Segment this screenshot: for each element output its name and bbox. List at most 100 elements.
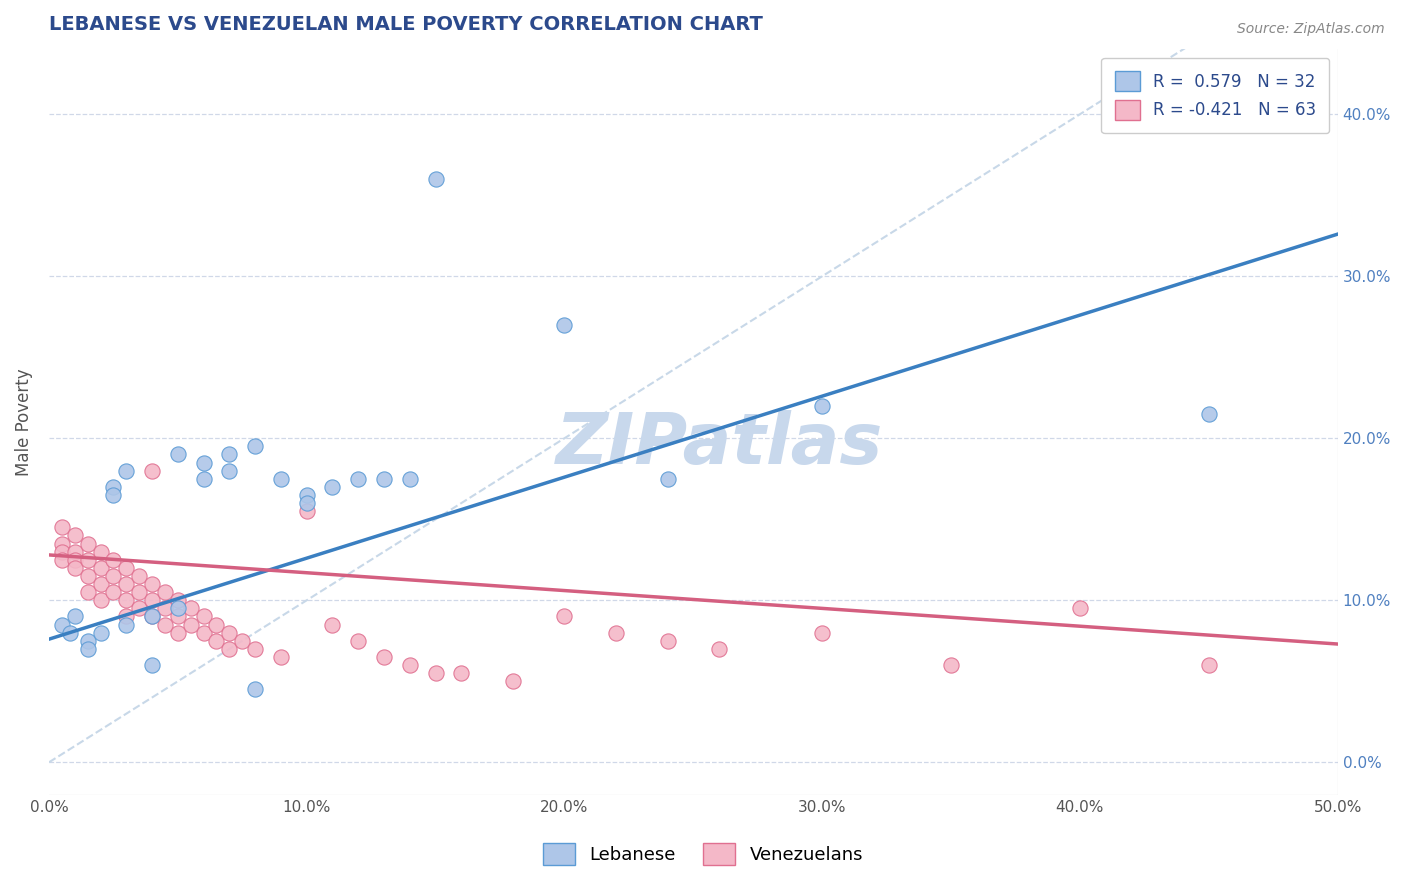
Point <box>89 625 111 640</box>
Point <box>166 448 188 462</box>
Point <box>76 641 98 656</box>
Point <box>166 609 188 624</box>
Point <box>76 569 98 583</box>
Point <box>115 593 138 607</box>
Point <box>321 617 343 632</box>
Point <box>205 617 228 632</box>
Point <box>115 577 138 591</box>
Point <box>205 633 228 648</box>
Point <box>128 585 150 599</box>
Point <box>450 666 472 681</box>
Point <box>347 472 370 486</box>
Point <box>153 617 176 632</box>
Point <box>1069 601 1091 615</box>
Point <box>51 544 73 558</box>
Point <box>103 553 125 567</box>
Y-axis label: Male Poverty: Male Poverty <box>15 368 32 476</box>
Point <box>115 561 138 575</box>
Point <box>180 601 202 615</box>
Point <box>707 641 730 656</box>
Point <box>63 544 86 558</box>
Point <box>553 609 575 624</box>
Point <box>398 472 420 486</box>
Point <box>347 633 370 648</box>
Point <box>425 666 447 681</box>
Point <box>657 633 679 648</box>
Point <box>51 553 73 567</box>
Point <box>103 480 125 494</box>
Point <box>76 633 98 648</box>
Point <box>193 609 215 624</box>
Point <box>115 464 138 478</box>
Point <box>270 472 292 486</box>
Point <box>89 544 111 558</box>
Point <box>128 601 150 615</box>
Point <box>51 520 73 534</box>
Point <box>89 561 111 575</box>
Point <box>166 625 188 640</box>
Point <box>657 472 679 486</box>
Text: LEBANESE VS VENEZUELAN MALE POVERTY CORRELATION CHART: LEBANESE VS VENEZUELAN MALE POVERTY CORR… <box>49 15 763 34</box>
Point <box>153 585 176 599</box>
Point <box>141 658 163 673</box>
Point <box>295 496 318 510</box>
Point <box>193 456 215 470</box>
Point <box>63 561 86 575</box>
Point <box>295 488 318 502</box>
Point <box>243 682 266 697</box>
Point <box>63 609 86 624</box>
Point <box>218 641 240 656</box>
Legend: Lebanese, Venezuelans: Lebanese, Venezuelans <box>533 834 873 874</box>
Point <box>141 464 163 478</box>
Point <box>398 658 420 673</box>
Point <box>128 569 150 583</box>
Text: Source: ZipAtlas.com: Source: ZipAtlas.com <box>1237 22 1385 37</box>
Point <box>1198 658 1220 673</box>
Point <box>1198 407 1220 421</box>
Point <box>58 625 80 640</box>
Point <box>166 593 188 607</box>
Point <box>811 625 834 640</box>
Point <box>180 617 202 632</box>
Point <box>141 577 163 591</box>
Point <box>502 674 524 689</box>
Point <box>153 601 176 615</box>
Point <box>373 472 395 486</box>
Point <box>76 553 98 567</box>
Point <box>270 650 292 665</box>
Point <box>141 609 163 624</box>
Point <box>425 172 447 186</box>
Point <box>76 536 98 550</box>
Point <box>939 658 962 673</box>
Point <box>63 528 86 542</box>
Point <box>218 448 240 462</box>
Point <box>231 633 253 648</box>
Point <box>76 585 98 599</box>
Point <box>63 553 86 567</box>
Point <box>103 488 125 502</box>
Point <box>103 569 125 583</box>
Point <box>605 625 627 640</box>
Point <box>295 504 318 518</box>
Point <box>89 593 111 607</box>
Point <box>115 617 138 632</box>
Point <box>51 617 73 632</box>
Point <box>115 609 138 624</box>
Point <box>553 318 575 332</box>
Point <box>811 399 834 413</box>
Point <box>89 577 111 591</box>
Point <box>103 585 125 599</box>
Point <box>51 536 73 550</box>
Text: ZIPatlas: ZIPatlas <box>555 410 883 479</box>
Legend: R =  0.579   N = 32, R = -0.421   N = 63: R = 0.579 N = 32, R = -0.421 N = 63 <box>1101 58 1329 134</box>
Point <box>141 593 163 607</box>
Point <box>218 464 240 478</box>
Point <box>243 439 266 453</box>
Point <box>373 650 395 665</box>
Point <box>141 609 163 624</box>
Point <box>193 472 215 486</box>
Point <box>166 601 188 615</box>
Point <box>321 480 343 494</box>
Point <box>243 641 266 656</box>
Point <box>193 625 215 640</box>
